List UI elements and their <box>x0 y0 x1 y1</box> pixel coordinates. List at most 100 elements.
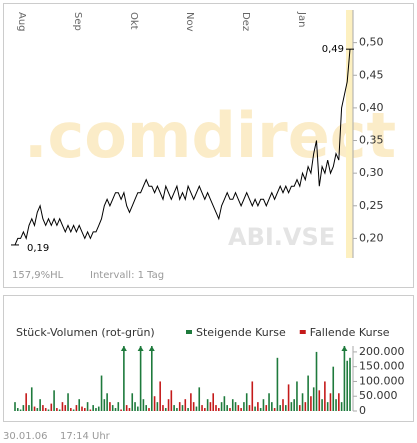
y-tick-label: 0,35 <box>359 134 384 147</box>
volume-bar <box>83 408 86 411</box>
volume-bar <box>153 396 156 411</box>
volume-bar <box>125 405 128 411</box>
y-tick-label: 0,20 <box>359 231 384 244</box>
volume-bar <box>229 408 231 411</box>
volume-bar <box>145 405 148 411</box>
volume-bar <box>271 402 273 411</box>
volume-bar <box>293 399 295 411</box>
volume-bar <box>156 402 159 411</box>
volume-bar <box>97 406 100 411</box>
volume-bar <box>134 402 136 411</box>
volume-bar <box>75 405 78 411</box>
volume-bar <box>89 409 92 411</box>
volume-title: Stück-Volumen (rot-grün) <box>16 326 155 339</box>
y-tick-label: 0,45 <box>359 68 384 81</box>
volume-bar <box>243 402 245 411</box>
volume-bar <box>192 402 195 411</box>
volume-bar <box>106 393 108 411</box>
annotation: 0,19 <box>27 243 49 254</box>
volume-bar <box>22 405 25 411</box>
volume-bar <box>324 381 326 411</box>
y-tick-label: 0,40 <box>359 101 384 114</box>
volume-bar <box>92 405 94 411</box>
volume-bar <box>321 399 323 411</box>
volume-bar <box>307 375 309 411</box>
legend-label: Steigende Kurse <box>196 326 286 339</box>
volume-bar <box>53 390 55 411</box>
volume-bar <box>268 393 270 411</box>
volume-bar <box>226 405 228 411</box>
volume-bar <box>28 405 30 411</box>
volume-bar <box>114 408 117 411</box>
volume-bar <box>142 399 145 411</box>
month-label: Okt <box>128 12 139 30</box>
volume-bar <box>72 409 75 411</box>
footer-time: 17:14 Uhr <box>60 431 111 442</box>
volume-bar <box>178 402 181 411</box>
volume-bar <box>276 357 279 411</box>
volume-bar <box>123 346 125 411</box>
volume-bar <box>335 399 337 411</box>
volume-bar <box>287 384 290 411</box>
volume-bar <box>245 393 248 411</box>
volume-bar <box>30 387 33 411</box>
volume-bar <box>195 406 198 411</box>
volume-bar <box>343 346 346 411</box>
volume-bar <box>167 399 170 411</box>
volume-bar <box>206 399 209 411</box>
volume-bar <box>296 381 298 411</box>
y-tick-label: 0,30 <box>359 166 384 179</box>
month-label: Nov <box>184 12 195 32</box>
volume-bar <box>137 406 139 411</box>
footer-date: 30.01.06 <box>3 431 48 442</box>
watermark: .comdirect <box>24 99 396 172</box>
overflow-arrow <box>341 346 348 351</box>
volume-bar <box>184 399 187 411</box>
volume-bar <box>290 402 293 411</box>
volume-bar <box>128 408 131 411</box>
annotation: 0,49 <box>322 44 344 55</box>
price-line <box>14 49 351 246</box>
y-tick-label: 50.000 <box>359 389 398 402</box>
volume-bar <box>58 409 61 411</box>
volume-bar <box>67 393 69 411</box>
volume-bar <box>95 408 97 411</box>
legend-label: Fallende Kurse <box>310 326 390 339</box>
interval: Intervall: 1 Tag <box>90 270 164 281</box>
volume-bar <box>176 408 178 411</box>
volume-bar <box>326 402 329 411</box>
volume-bar <box>70 408 72 411</box>
volume-bar <box>329 393 332 411</box>
volume-bar <box>148 408 150 411</box>
volume-bar <box>190 393 192 411</box>
y-tick-label: 0 <box>359 404 366 417</box>
volume-bar <box>332 366 335 411</box>
volume-bar <box>212 393 215 411</box>
volume-bar <box>259 408 262 411</box>
volume-bar <box>318 390 321 411</box>
volume-bar <box>310 396 312 411</box>
overflow-arrow <box>120 346 127 351</box>
volume-bar <box>201 405 203 411</box>
volume-bar <box>262 399 265 411</box>
range-label: 157,9%HL <box>12 270 64 281</box>
volume-bar <box>42 405 44 411</box>
volume-bar <box>265 405 268 411</box>
volume-bar <box>81 406 83 411</box>
month-label: Aug <box>16 12 27 32</box>
volume-bar <box>159 381 161 411</box>
volume-bar <box>162 405 164 411</box>
volume-bar <box>304 402 307 411</box>
volume-bar <box>187 408 189 411</box>
volume-bar <box>56 408 58 411</box>
volume-bar <box>181 405 184 411</box>
month-label: Sep <box>72 12 83 31</box>
volume-bar <box>33 406 36 411</box>
volume-bar <box>338 393 340 411</box>
volume-bar <box>312 387 315 411</box>
volume-bar <box>240 408 242 411</box>
volume-bar <box>173 405 175 411</box>
volume-bar <box>198 387 201 411</box>
legend-swatch <box>299 330 306 334</box>
